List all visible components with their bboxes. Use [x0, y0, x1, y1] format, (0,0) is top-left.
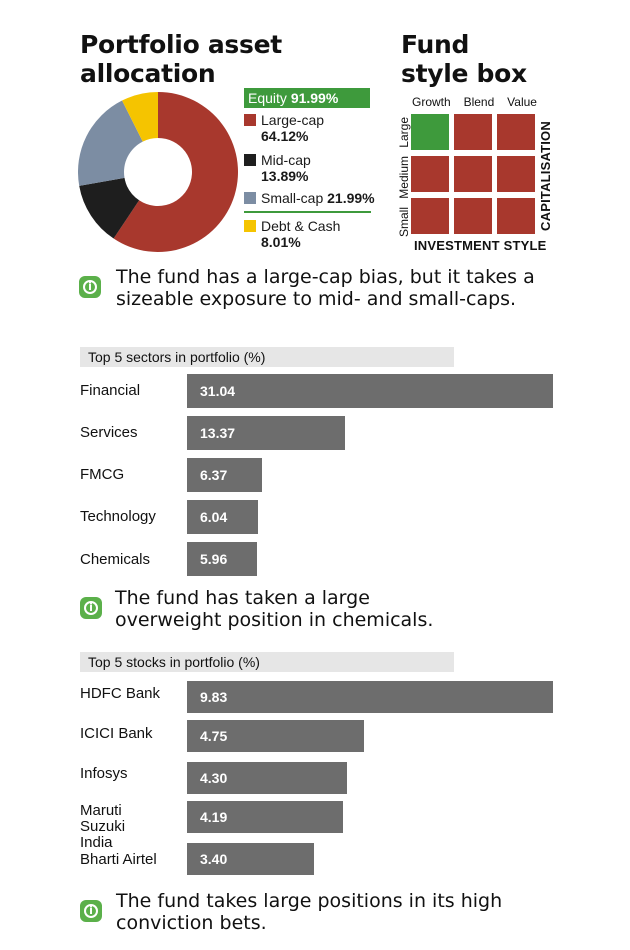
stock-label-infosys: Infosys	[80, 765, 128, 782]
stock-bar-bharti-airtel: 3.40	[187, 843, 314, 875]
allocation-title-line1: Portfolio asset	[80, 30, 282, 59]
style-box-title-line1: Fund	[401, 30, 470, 59]
allocation-title-line2: allocation	[80, 59, 216, 88]
donut-slice-mid-cap	[79, 177, 140, 239]
info-icon: i	[80, 900, 102, 922]
sector-bar-fmcg: 6.37	[187, 458, 262, 492]
style-col-blend: Blend	[463, 95, 495, 109]
allocation-title: Portfolio asset allocation	[80, 30, 282, 88]
equity-label: Equity	[248, 90, 287, 106]
style-cell-small-growth	[411, 198, 449, 234]
stock-bar-hdfc-bank: 9.83	[187, 681, 553, 713]
info-icon: i	[79, 276, 101, 298]
legend-divider	[244, 211, 371, 213]
stock-value-hdfc-bank: 9.83	[200, 689, 228, 705]
style-box-title: Fund style box	[401, 30, 527, 88]
legend-label-small-cap: Small-cap	[261, 190, 324, 206]
style-cell-large-blend	[454, 114, 492, 150]
legend-label-large-cap: Large-cap	[261, 112, 325, 128]
sector-bar-chemicals: 5.96	[187, 542, 257, 576]
legend-value-small-cap: 21.99%	[327, 190, 375, 206]
sectors-header: Top 5 sectors in portfolio (%)	[80, 347, 454, 367]
style-col-growth: Growth	[412, 95, 451, 109]
style-col-value: Value	[507, 95, 537, 109]
donut-slice-small-cap	[78, 100, 143, 186]
legend-small-cap-text: Small-cap 21.99%	[261, 190, 375, 206]
legend-item-large-cap: Large-cap 64.12%	[244, 112, 374, 146]
style-cell-small-blend	[454, 198, 492, 234]
sector-bar-financial: 31.04	[187, 374, 553, 408]
sector-value-fmcg: 6.37	[200, 467, 228, 483]
sector-value-chemicals: 5.96	[200, 551, 228, 567]
donut-slice-debt-cash	[122, 92, 158, 142]
style-cell-small-value	[497, 198, 535, 234]
info-icon: i	[80, 597, 102, 619]
style-cell-medium-growth	[411, 156, 449, 192]
stock-value-icici-bank: 4.75	[200, 728, 228, 744]
sector-value-technology: 6.04	[200, 509, 228, 525]
legend-value-debt-cash: 8.01%	[261, 234, 301, 250]
sector-bar-services: 13.37	[187, 416, 345, 450]
style-row-large: Large	[397, 117, 411, 148]
style-cell-medium-blend	[454, 156, 492, 192]
stocks-note: The fund takes large positions in its hi…	[116, 890, 503, 934]
stock-bar-maruti-suzuki-india: 4.19	[187, 801, 343, 833]
stock-label-bharti-airtel: Bharti Airtel	[80, 851, 157, 868]
legend-swatch-debt-cash	[244, 220, 256, 232]
sector-label-services: Services	[80, 424, 138, 441]
style-box-x-axis-title: INVESTMENT STYLE	[414, 238, 547, 253]
sector-value-services: 13.37	[200, 425, 236, 441]
stock-value-infosys: 4.30	[200, 770, 228, 786]
style-row-medium: Medium	[397, 156, 411, 199]
style-box-y-axis-title: CAPITALISATION	[538, 121, 553, 231]
legend-swatch-small-cap	[244, 192, 256, 204]
legend-item-small-cap: Small-cap 21.99%	[244, 190, 384, 208]
sector-value-financial: 31.04	[200, 383, 236, 399]
allocation-note: The fund has a large-cap bias, but it ta…	[116, 266, 535, 310]
legend-item-debt-cash: Debt & Cash 8.01%	[244, 218, 374, 252]
style-cell-medium-value	[497, 156, 535, 192]
stock-label-icici-bank: ICICI Bank	[80, 725, 153, 742]
stock-bar-icici-bank: 4.75	[187, 720, 364, 752]
sector-label-chemicals: Chemicals	[80, 551, 151, 568]
allocation-donut-chart	[78, 92, 238, 252]
stock-bar-infosys: 4.30	[187, 762, 347, 794]
legend-swatch-mid-cap	[244, 154, 256, 166]
legend-swatch-large-cap	[244, 114, 256, 126]
stock-label-maruti-suzuki-india: Maruti Suzuki India	[80, 802, 126, 851]
stock-value-bharti-airtel: 3.40	[200, 851, 228, 867]
sector-label-technology: Technology	[80, 508, 156, 525]
stock-value-maruti-suzuki-india: 4.19	[200, 809, 228, 825]
legend-label-debt-cash: Debt & Cash	[261, 218, 341, 234]
legend-value-mid-cap: 13.89%	[261, 168, 309, 184]
legend-item-mid-cap: Mid-cap 13.89%	[244, 152, 374, 186]
sector-label-fmcg: FMCG	[80, 466, 125, 483]
equity-legend-header: Equity 91.99%	[244, 88, 370, 108]
style-row-small: Small	[397, 206, 411, 237]
equity-value: 91.99%	[290, 90, 339, 106]
legend-value-large-cap: 64.12%	[261, 128, 309, 144]
style-cell-large-growth	[411, 114, 449, 150]
style-box-column-labels: Growth Blend Value	[412, 95, 537, 109]
style-cell-large-value	[497, 114, 535, 150]
style-box-row-labels: Small Medium Large	[397, 117, 411, 237]
legend-label-mid-cap: Mid-cap	[261, 152, 311, 168]
stocks-header: Top 5 stocks in portfolio (%)	[80, 652, 454, 672]
sector-bar-technology: 6.04	[187, 500, 258, 534]
sector-label-financial: Financial	[80, 382, 141, 399]
stock-label-hdfc-bank: HDFC Bank	[80, 685, 161, 702]
donut-slice-large-cap	[113, 92, 238, 252]
style-box-title-line2: style box	[401, 59, 527, 88]
style-box-grid	[411, 114, 537, 236]
sectors-note: The fund has taken a large overweight po…	[115, 587, 434, 631]
